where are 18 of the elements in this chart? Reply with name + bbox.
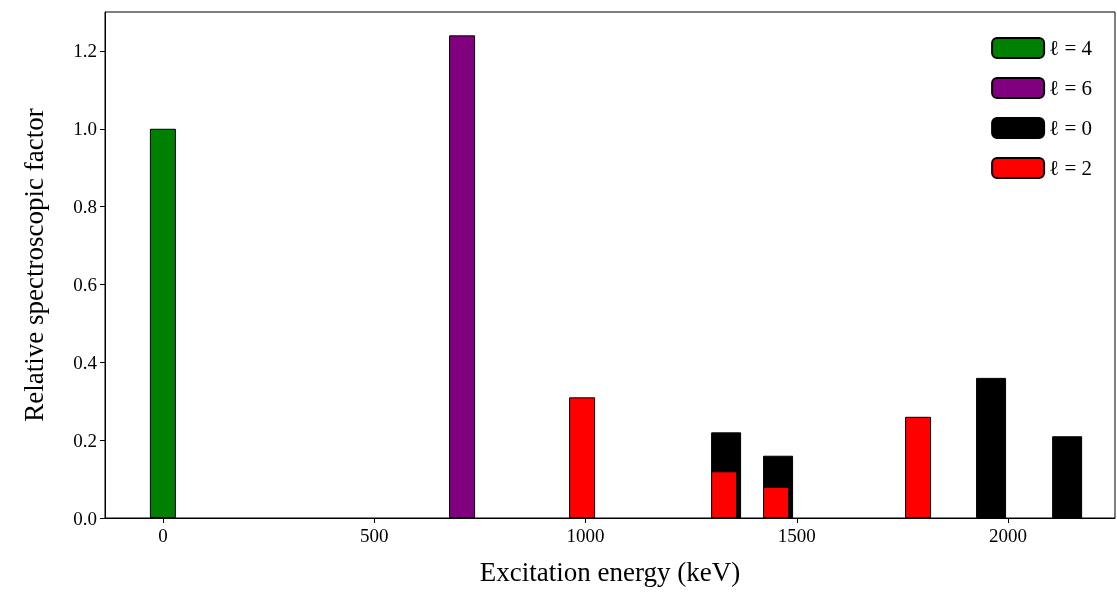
x-tick-label: 500 <box>359 525 389 546</box>
legend-label: ℓ = 2 <box>1049 156 1092 180</box>
legend-label: ℓ = 0 <box>1049 116 1092 140</box>
legend-label: ℓ = 4 <box>1049 36 1093 60</box>
x-tick-label: 2000 <box>989 525 1028 546</box>
y-tick-label: 0.8 <box>73 196 97 218</box>
y-tick-label: 1.2 <box>73 40 97 62</box>
y-axis-title: Relative spectroscopic factor <box>18 108 49 422</box>
x-tick-label: 1500 <box>777 525 816 546</box>
y-tick-label: 0.2 <box>73 429 97 451</box>
x-tick-label: 0 <box>158 525 168 546</box>
y-tick-label: 0.6 <box>73 273 97 295</box>
y-tick-label: 0.4 <box>73 351 98 373</box>
y-tick-label: 1.0 <box>73 118 97 140</box>
legend-label: ℓ = 6 <box>1049 76 1092 100</box>
y-tick-label: 0.0 <box>73 507 97 529</box>
x-tick-label: 1000 <box>566 525 605 546</box>
x-axis-title: Excitation energy (keV) <box>479 556 741 587</box>
